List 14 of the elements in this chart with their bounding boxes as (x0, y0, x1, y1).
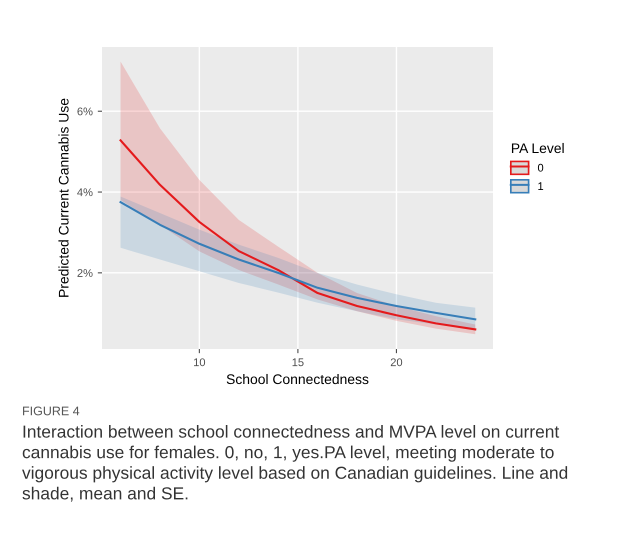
legend-label: 0 (538, 164, 544, 172)
x-tick-label: 15 (292, 358, 304, 366)
y-tick-label: 6% (77, 108, 93, 116)
x-tick-label: 20 (390, 358, 402, 366)
legend-title: PA Level (512, 142, 564, 154)
text: Interaction between school connectedness and MVPA level on current cannabis use for females. 0, no, 1, yes.PA level, meeting moderate to vigorous physical activity level based on Canadian guidelines. Line and shade, mean and SE. (22, 425, 568, 502)
y-tick-label: 2% (77, 269, 93, 277)
caption: FIGURE 4 (23, 406, 80, 416)
x-tick-label: 10 (194, 358, 206, 366)
x-axis-title: School Connectedness (226, 374, 368, 384)
y-axis-title: Predicted Current Cannabis Use (58, 98, 69, 297)
line-series (119, 139, 476, 330)
y-tick-label: 4% (77, 188, 93, 196)
legend-label: 1 (538, 182, 544, 190)
